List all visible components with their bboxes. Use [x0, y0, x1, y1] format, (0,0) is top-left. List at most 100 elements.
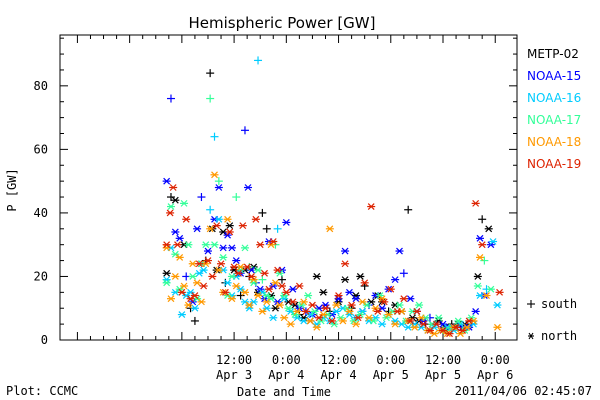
data-point	[308, 301, 317, 309]
data-point	[286, 320, 295, 328]
data-point	[249, 276, 258, 284]
data-point	[162, 269, 171, 277]
data-point	[395, 247, 404, 255]
data-point	[269, 314, 278, 322]
data-point	[214, 177, 223, 186]
data-point	[254, 266, 263, 274]
legend-entry: NOAA-18	[527, 135, 581, 149]
data-point	[175, 234, 184, 242]
data-point	[190, 304, 199, 312]
data-point	[245, 301, 254, 309]
data-point	[297, 301, 306, 309]
data-point	[175, 253, 184, 261]
data-point	[280, 292, 289, 299]
data-point	[473, 273, 482, 280]
data-point	[182, 292, 191, 299]
data-point	[186, 288, 195, 296]
data-point	[312, 323, 321, 331]
data-point	[486, 241, 495, 249]
data-point	[271, 279, 280, 287]
data-point	[467, 314, 476, 322]
data-point	[260, 269, 269, 277]
x-tick-time-label: 12:00	[425, 353, 461, 367]
data-point	[371, 304, 380, 312]
data-point	[240, 126, 249, 135]
data-point	[256, 241, 265, 249]
data-point	[301, 307, 310, 315]
data-point	[184, 241, 193, 249]
data-point	[386, 285, 395, 293]
legend-entry: NOAA-15	[527, 69, 581, 83]
data-point	[190, 292, 199, 299]
data-point	[310, 307, 319, 315]
data-point	[238, 222, 247, 230]
x-tick-time-label: 12:00	[320, 353, 356, 367]
data-point	[378, 320, 387, 328]
data-point	[365, 314, 374, 322]
y-tick-label: 0	[41, 333, 48, 347]
hemisphere-legend: south north	[527, 297, 577, 343]
data-point	[240, 288, 249, 296]
south-symbol-icon	[527, 300, 535, 308]
data-point	[258, 288, 267, 296]
data-point	[299, 298, 308, 306]
x-axis-label: Date and Time	[237, 385, 331, 399]
data-point	[399, 295, 408, 303]
data-point	[430, 330, 439, 338]
data-point	[452, 323, 461, 331]
data-point	[210, 241, 219, 249]
data-point	[232, 257, 241, 264]
data-point	[434, 314, 443, 322]
data-point	[288, 285, 297, 293]
data-point	[295, 282, 304, 290]
legend-entry: NOAA-16	[527, 91, 581, 105]
y-axis-label: P [GW]	[5, 168, 19, 211]
data-point	[236, 285, 245, 293]
data-point	[166, 193, 175, 202]
data-point	[177, 288, 186, 296]
data-point	[382, 314, 391, 322]
data-point	[166, 295, 175, 303]
data-point	[162, 279, 171, 287]
data-point	[408, 314, 417, 322]
legend-entry: NOAA-17	[527, 113, 581, 127]
data-point	[162, 177, 171, 185]
data-point	[476, 234, 485, 242]
data-point	[471, 199, 480, 207]
data-point	[476, 253, 485, 261]
data-point	[225, 222, 234, 230]
data-point	[166, 94, 175, 103]
data-point	[341, 260, 350, 268]
data-point	[319, 311, 328, 319]
data-point	[175, 285, 184, 293]
data-point	[393, 307, 402, 315]
data-point	[240, 244, 249, 252]
data-point	[417, 314, 426, 322]
data-point	[169, 184, 178, 191]
data-point	[347, 301, 356, 309]
data-point	[206, 205, 215, 214]
data-point	[219, 253, 228, 261]
plot-timestamp: 2011/04/06 02:45:07	[454, 384, 592, 398]
data-point	[195, 269, 204, 277]
data-point	[193, 225, 202, 233]
data-point	[232, 193, 241, 202]
y-axis: 0 20 40 60 80	[34, 37, 517, 347]
data-point	[375, 292, 384, 299]
data-point	[214, 184, 223, 191]
y-tick-label: 60	[34, 142, 48, 156]
data-point	[482, 292, 491, 299]
data-point	[332, 301, 341, 309]
data-point	[230, 263, 239, 271]
data-point	[254, 56, 263, 65]
data-point	[223, 231, 232, 239]
data-point	[493, 301, 502, 309]
data-point	[223, 279, 232, 287]
data-point	[314, 314, 323, 322]
data-point	[358, 298, 367, 306]
data-point	[293, 314, 302, 322]
data-point	[282, 219, 291, 226]
data-point	[471, 307, 480, 315]
